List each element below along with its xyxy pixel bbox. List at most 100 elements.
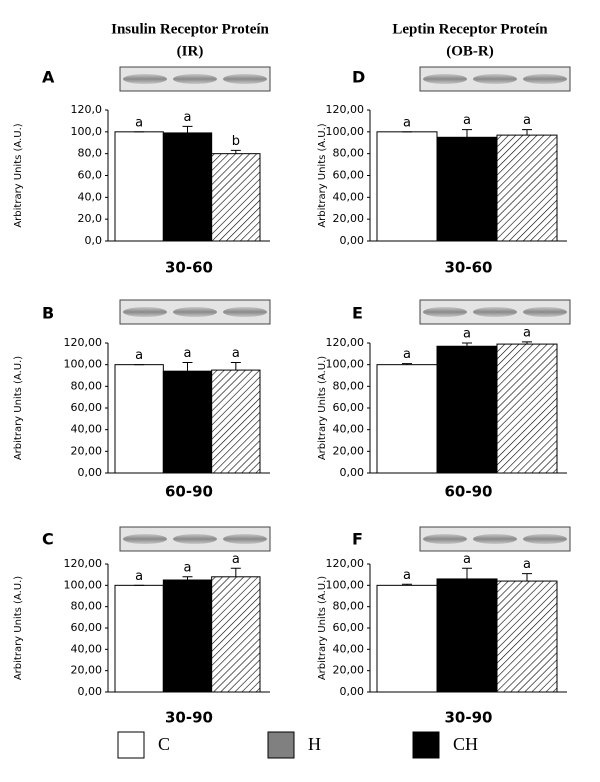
bar (114, 584, 164, 693)
y-tick-label: 0,00 (340, 685, 365, 698)
panel-letter: F (352, 530, 363, 549)
significance-label: a (232, 346, 240, 361)
y-tick-label: 40,00 (333, 423, 365, 436)
error-bar (462, 567, 472, 579)
bar (114, 364, 164, 474)
legend-label: CH (453, 734, 478, 754)
column-title: Insulin Receptor Proteín (111, 21, 269, 37)
significance-label: a (523, 325, 531, 340)
y-tick-label: 40,00 (333, 642, 365, 655)
significance-label: b (232, 134, 240, 149)
blot-band (423, 307, 467, 317)
y-tick-label: 20,00 (333, 212, 365, 225)
blot-band (173, 534, 217, 544)
y-tick-label: 100,00 (326, 125, 365, 138)
blot-band (423, 534, 467, 544)
panel-letter: D (352, 68, 365, 87)
x-axis-label: 60-90 (165, 483, 213, 501)
error-bar (230, 149, 241, 154)
blot-band (123, 74, 167, 84)
column-subtitle: (IR) (177, 43, 204, 59)
y-axis-label: Arbitrary Units (A.U.) (317, 123, 328, 227)
y-axis-label: Arbitrary Units (A.U.) (13, 123, 24, 227)
blot-band (123, 307, 167, 317)
y-tick-label: 120,00 (64, 336, 103, 349)
y-tick-label: 100,00 (326, 358, 365, 371)
blot-band (173, 307, 217, 317)
error-bar (182, 362, 193, 372)
error-bar (402, 363, 412, 365)
bar (162, 370, 213, 474)
significance-label: a (184, 110, 192, 125)
bar (496, 134, 558, 242)
y-tick-label: 0,00 (340, 234, 365, 247)
significance-label: a (135, 115, 143, 130)
error-bar (522, 573, 532, 582)
bar (211, 576, 261, 693)
bar (376, 131, 438, 242)
blot-band (423, 74, 467, 84)
y-tick-label: 20,00 (333, 664, 365, 677)
y-axis-label: Arbitrary Units (A.U.) (317, 576, 328, 680)
y-axis-label: Arbitrary Units (A.U.) (13, 576, 24, 680)
bar (114, 131, 164, 242)
blot-band (223, 534, 267, 544)
significance-label: a (184, 560, 192, 575)
legend-swatch (267, 731, 295, 759)
error-bar (230, 567, 241, 577)
bar (376, 584, 438, 693)
y-tick-label: 20,00 (71, 444, 103, 457)
y-axis-label: Arbitrary Units (A.U.) (13, 356, 24, 460)
y-tick-label: 20,0 (78, 212, 103, 225)
y-tick-label: 100,00 (64, 578, 103, 591)
panel-letter: C (42, 530, 54, 549)
y-axis-label: Arbitrary Units (A.U.) (317, 356, 328, 460)
panel-letter: B (42, 304, 54, 323)
significance-label: a (403, 568, 411, 583)
significance-label: a (135, 348, 143, 363)
blot-band (223, 74, 267, 84)
bar (211, 153, 261, 242)
y-tick-label: 60,00 (333, 169, 365, 182)
x-axis-label: 30-90 (165, 709, 213, 727)
y-tick-label: 120,00 (326, 336, 365, 349)
x-axis-label: 60-90 (445, 483, 493, 501)
y-tick-label: 60,00 (71, 621, 103, 634)
y-tick-label: 0,00 (340, 466, 365, 479)
x-axis-label: 30-60 (165, 259, 213, 277)
bar (496, 343, 558, 474)
y-tick-label: 80,00 (333, 379, 365, 392)
blot-band (173, 74, 217, 84)
legend-label: C (158, 734, 170, 754)
y-tick-label: 80,00 (333, 147, 365, 160)
panel-letter: A (42, 68, 55, 87)
y-tick-label: 100,00 (64, 358, 103, 371)
column-title: Leptin Receptor Proteín (392, 21, 548, 37)
x-axis-label: 30-60 (445, 259, 493, 277)
blot-band (523, 74, 567, 84)
y-tick-label: 100,0 (71, 125, 103, 138)
y-tick-label: 20,00 (333, 444, 365, 457)
error-bar (522, 129, 532, 136)
y-tick-label: 80,00 (71, 379, 103, 392)
significance-label: a (135, 569, 143, 584)
significance-label: a (403, 347, 411, 362)
bar (436, 136, 498, 242)
error-bar (182, 576, 193, 580)
y-tick-label: 120,00 (326, 103, 365, 116)
error-bar (182, 125, 193, 133)
bar (162, 132, 213, 242)
panel-letter: E (352, 304, 363, 323)
y-tick-label: 120,00 (326, 557, 365, 570)
error-bar (230, 362, 241, 371)
significance-label: a (523, 557, 531, 572)
legend-swatch (412, 731, 440, 759)
y-tick-label: 60,00 (333, 621, 365, 634)
blot-band (473, 534, 517, 544)
significance-label: a (523, 113, 531, 128)
y-tick-label: 40,00 (71, 642, 103, 655)
y-tick-label: 0,0 (85, 234, 103, 247)
bar (436, 345, 498, 474)
y-tick-label: 80,00 (333, 600, 365, 613)
